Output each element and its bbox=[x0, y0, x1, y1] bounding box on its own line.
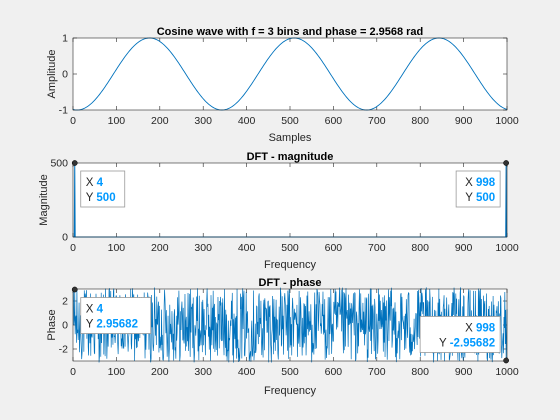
xtick-label: 600 bbox=[325, 115, 343, 127]
xtick-label: 800 bbox=[411, 366, 429, 378]
xtick-label: 500 bbox=[281, 366, 299, 378]
plot-area-magnitude[interactable] bbox=[73, 163, 507, 237]
title-phase: DFT - phase bbox=[259, 277, 322, 289]
xtick-label: 0 bbox=[70, 366, 76, 378]
xtick-label: 100 bbox=[108, 366, 126, 378]
title-cosine: Cosine wave with f = 3 bins and phase = … bbox=[157, 26, 424, 38]
xtick-label: 200 bbox=[151, 242, 169, 254]
datatip-y: Y 2.95682 bbox=[86, 319, 138, 331]
datatip-y: Y -2.95682 bbox=[439, 337, 495, 349]
ylabel-magnitude: Magnitude bbox=[38, 174, 50, 225]
xtick-label: 900 bbox=[455, 242, 473, 254]
datatip-marker[interactable] bbox=[503, 160, 509, 166]
ytick-label: -2 bbox=[59, 344, 68, 356]
xtick-label: 300 bbox=[194, 115, 212, 127]
xtick-label: 400 bbox=[238, 366, 256, 378]
xtick-label: 0 bbox=[70, 115, 76, 127]
xtick-label: 800 bbox=[411, 242, 429, 254]
datatip-x: X 4 bbox=[86, 177, 104, 189]
xtick-label: 100 bbox=[108, 115, 126, 127]
datatip-marker[interactable] bbox=[71, 160, 78, 166]
xtick-label: 700 bbox=[368, 366, 386, 378]
datatip-y: Y 500 bbox=[86, 192, 116, 204]
xtick-label: 400 bbox=[238, 242, 256, 254]
ylabel-cosine: Amplitude bbox=[46, 50, 58, 99]
ytick-label: 2 bbox=[62, 296, 68, 308]
xtick-label: 600 bbox=[325, 366, 343, 378]
xtick-label: 300 bbox=[194, 242, 212, 254]
xtick-label: 500 bbox=[281, 242, 299, 254]
xtick-label: 700 bbox=[368, 242, 386, 254]
xtick-label: 300 bbox=[194, 366, 212, 378]
xtick-label: 500 bbox=[281, 115, 299, 127]
datatip-y: Y 500 bbox=[465, 192, 495, 204]
datatip-x: X 998 bbox=[465, 322, 496, 334]
xtick-label: 400 bbox=[238, 115, 256, 127]
xtick-label: 200 bbox=[151, 115, 169, 127]
xtick-label: 1000 bbox=[495, 366, 519, 378]
subplot-magnitude: DFT - magnitude 0 100 200 300 400 500 600 700 80… bbox=[38, 151, 519, 271]
cosine-line bbox=[72, 37, 508, 111]
ytick-label: 1 bbox=[62, 33, 68, 45]
datatip-x: X 998 bbox=[465, 177, 496, 189]
datatip-box[interactable] bbox=[455, 170, 501, 208]
ytick-label: -1 bbox=[59, 105, 68, 117]
ytick-label: 0 bbox=[62, 232, 68, 244]
xlabel-cosine: Samples bbox=[269, 132, 312, 144]
ytick-label: 500 bbox=[50, 158, 68, 170]
plot-area-cosine[interactable] bbox=[73, 38, 507, 110]
xtick-label: 600 bbox=[325, 242, 343, 254]
datatip-marker[interactable] bbox=[71, 286, 78, 293]
xtick-label: 100 bbox=[108, 242, 126, 254]
xtick-label: 800 bbox=[411, 115, 429, 127]
xtick-label: 1000 bbox=[495, 242, 519, 254]
datatip-box[interactable] bbox=[80, 297, 152, 334]
xtick-label: 200 bbox=[151, 366, 169, 378]
xtick-label: 900 bbox=[455, 115, 473, 127]
datatip-box[interactable] bbox=[80, 170, 126, 208]
xtick-label: 1000 bbox=[495, 115, 519, 127]
xtick-label: 700 bbox=[368, 115, 386, 127]
datatip-marker[interactable] bbox=[503, 357, 509, 364]
datatip-x: X 4 bbox=[86, 304, 104, 316]
subplot-cosine: Cosine wave with f = 3 bins and phase = … bbox=[46, 26, 519, 144]
subplot-phase: DFT - phase 0 100 200 300 400 500 600 700 800 900… bbox=[46, 277, 519, 397]
title-magnitude: DFT - magnitude bbox=[247, 151, 334, 163]
ytick-label: 0 bbox=[62, 69, 68, 81]
datatip-box[interactable] bbox=[419, 316, 501, 353]
xlabel-magnitude: Frequency bbox=[264, 259, 316, 271]
ytick-label: 0 bbox=[62, 320, 68, 332]
ylabel-phase: Phase bbox=[46, 309, 58, 340]
xlabel-phase: Frequency bbox=[264, 385, 316, 397]
xtick-label: 900 bbox=[455, 366, 473, 378]
xtick-label: 0 bbox=[70, 242, 76, 254]
